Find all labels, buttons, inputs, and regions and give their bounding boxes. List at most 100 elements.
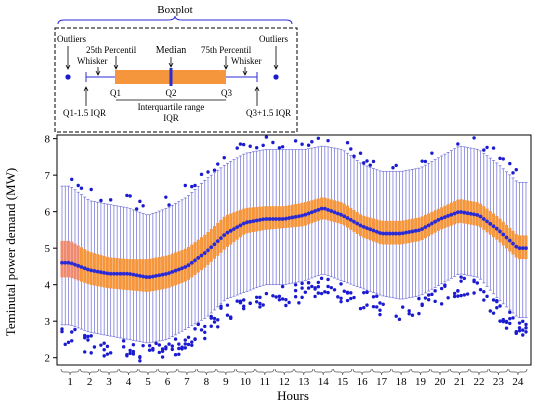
median-point: [423, 225, 428, 230]
median-point: [348, 217, 353, 222]
outlier-point: [342, 289, 346, 293]
median-point: [274, 217, 279, 221]
outlier-point: [326, 277, 330, 282]
median-point: [514, 244, 519, 249]
median-point: [199, 253, 204, 258]
median-point: [147, 275, 152, 279]
outlier-point: [472, 291, 476, 295]
outlier-point: [475, 281, 480, 285]
x-tick-label: 2: [87, 376, 93, 388]
legend-iqr-label-2: IQR: [163, 113, 179, 123]
outlier-point: [310, 140, 314, 144]
median-point: [173, 268, 178, 273]
outlier-point: [177, 346, 181, 351]
x-tick-label: 8: [204, 376, 210, 388]
outlier-point: [160, 355, 165, 359]
x-tick-label: 14: [318, 376, 330, 388]
legend-outliers-left-label: Outliers: [57, 34, 86, 44]
median-point: [371, 228, 376, 233]
median-point: [368, 227, 373, 232]
outlier-point: [297, 301, 301, 305]
outlier-point: [394, 314, 398, 318]
outlier-point: [60, 327, 64, 331]
outlier-point: [83, 350, 87, 354]
median-point: [137, 273, 142, 278]
outlier-point: [433, 299, 437, 304]
median-point: [303, 212, 308, 217]
outlier-point: [216, 318, 220, 322]
x-group-brace: [138, 368, 158, 376]
median-point: [183, 265, 188, 269]
median-point: [163, 272, 168, 276]
outlier-point: [284, 303, 288, 308]
outlier-point: [173, 337, 178, 341]
outlier-point: [222, 156, 226, 160]
y-tick-label: 7: [45, 170, 51, 182]
legend-outliers-right-label: Outliers: [259, 34, 288, 44]
outlier-point: [323, 290, 327, 294]
outlier-point: [498, 156, 502, 161]
legend-outlier-left: [65, 74, 71, 80]
outlier-point: [375, 305, 379, 309]
outlier-point: [203, 336, 207, 341]
median-point: [352, 219, 356, 224]
median-point: [95, 269, 100, 274]
legend-q1-label: Q1: [110, 88, 121, 98]
outlier-point: [261, 303, 265, 307]
median-point: [335, 211, 340, 216]
outlier-point: [105, 344, 110, 349]
median-point: [449, 212, 454, 217]
median-point: [144, 275, 149, 279]
legend-q3-label: Q3: [221, 88, 232, 98]
outlier-point: [264, 291, 269, 296]
y-tick-label: 4: [45, 280, 51, 292]
outlier-point: [362, 161, 366, 165]
outlier-point: [274, 295, 278, 299]
median-point: [189, 260, 194, 265]
outlier-point: [491, 146, 496, 150]
outlier-point: [352, 295, 356, 300]
outlier-point: [446, 296, 450, 300]
x-group-brace: [469, 368, 489, 376]
x-tick-label: 13: [298, 376, 310, 388]
outlier-point: [417, 296, 421, 301]
outlier-point: [300, 281, 304, 286]
median-point: [157, 273, 162, 278]
outlier-point: [102, 354, 106, 358]
outlier-point: [86, 334, 90, 339]
outlier-point: [128, 194, 132, 198]
outlier-point: [306, 280, 311, 285]
median-point: [170, 270, 175, 274]
outlier-point: [173, 353, 178, 357]
median-point: [345, 216, 350, 220]
outlier-point: [177, 342, 181, 346]
iqr-box: [83, 249, 87, 283]
x-axis-title: Hours: [277, 388, 309, 403]
median-point: [112, 271, 116, 276]
median-point: [124, 271, 129, 276]
x-group-brace: [235, 368, 255, 376]
outlier-point: [443, 284, 447, 288]
legend-outlier-right: [273, 74, 279, 80]
median-point: [79, 265, 84, 269]
outlier-point: [154, 341, 158, 346]
outlier-point: [300, 295, 304, 300]
outlier-point: [225, 313, 230, 317]
outlier-point: [495, 299, 499, 304]
outlier-point: [332, 288, 337, 292]
outlier-point: [73, 327, 77, 332]
outlier-point: [517, 329, 522, 333]
outlier-point: [472, 279, 476, 284]
outlier-point: [60, 329, 64, 334]
median-point: [436, 217, 441, 222]
median-point: [225, 230, 230, 235]
outlier-point: [316, 285, 321, 289]
outlier-point: [141, 343, 145, 348]
outlier-point: [365, 303, 369, 307]
median-point: [355, 221, 360, 226]
outlier-point: [70, 330, 74, 334]
iqr-box: [86, 250, 90, 285]
outlier-point: [108, 198, 113, 202]
outlier-point: [183, 346, 188, 350]
outlier-point: [170, 344, 175, 348]
